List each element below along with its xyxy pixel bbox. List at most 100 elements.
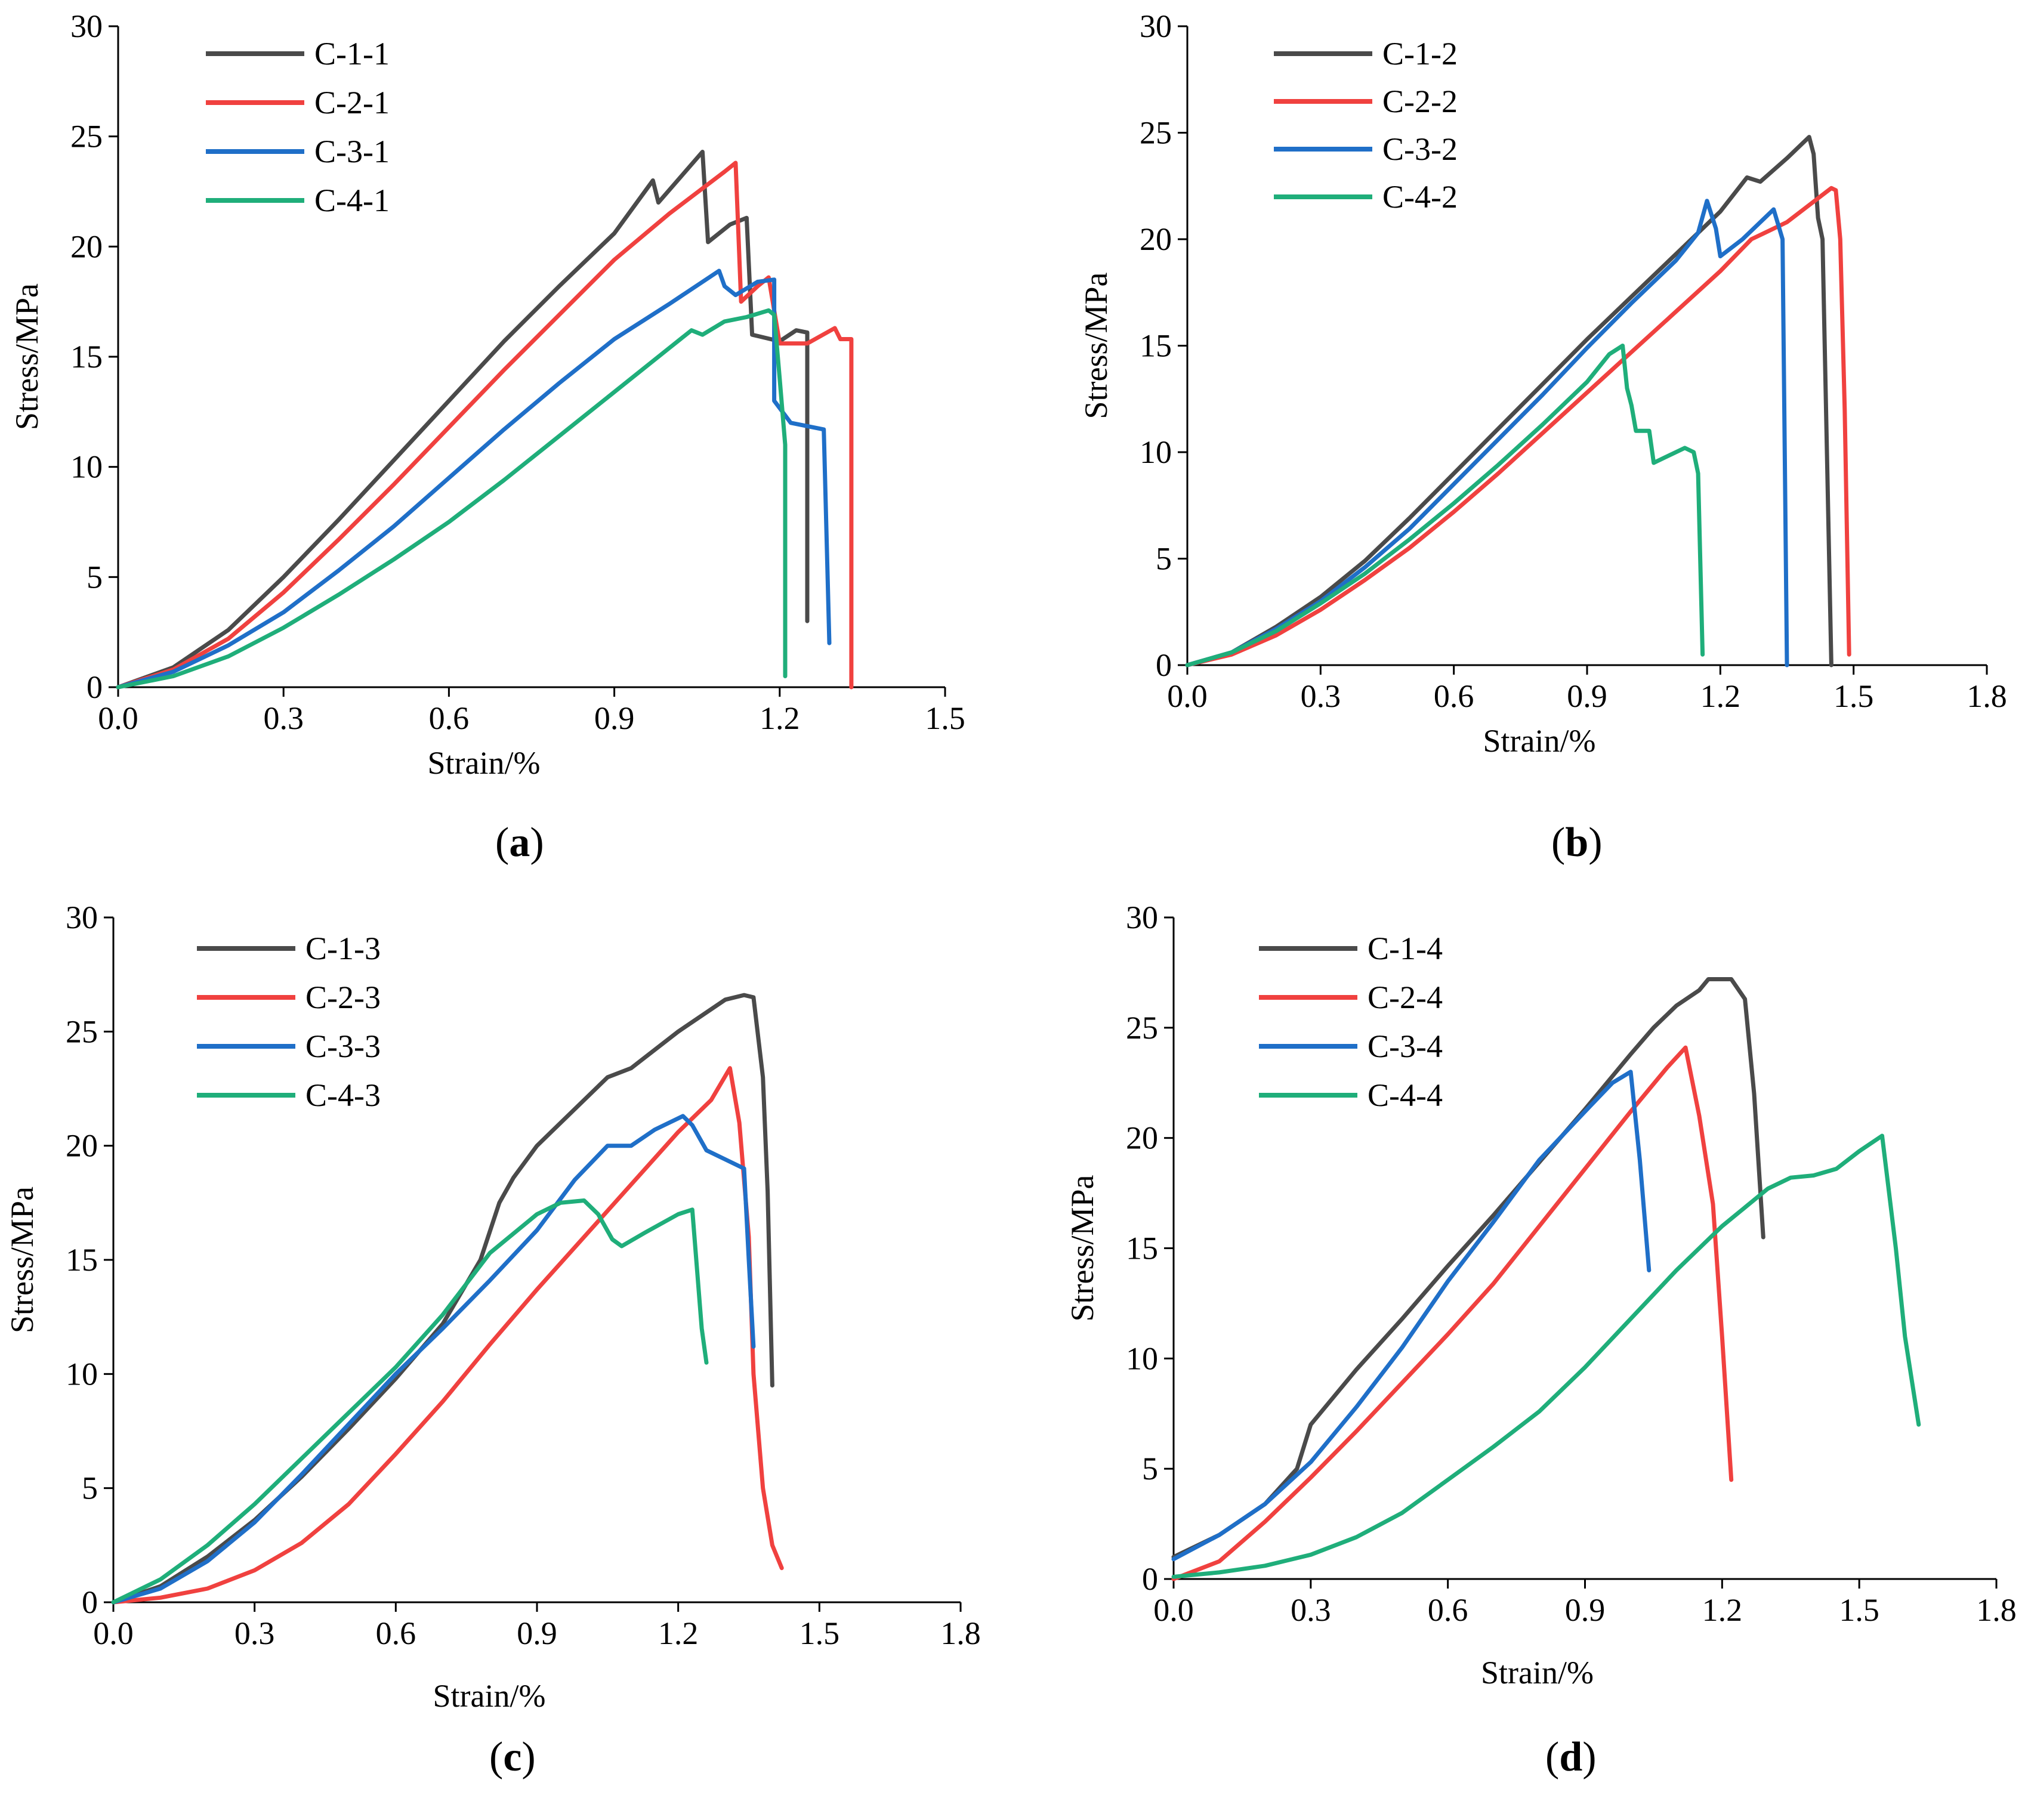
series-line-C-4-4 [1171, 1133, 1921, 1579]
y-tick-label: 25 [1126, 1010, 1158, 1046]
y-tick-label: 20 [1140, 221, 1172, 257]
x-axis-label: Strain/% [433, 1678, 546, 1714]
y-tick-label: 15 [1140, 328, 1172, 364]
x-axis-label: Strain/% [428, 745, 541, 781]
series-line-C-2-1 [116, 160, 854, 690]
chart-panel-c: 0 5 10 15 20 25 30 0.0 0.3 0.6 0.9 1.2 1.5 1.8 Strain/… [4, 900, 981, 1780]
x-tick-label: 0.0 [98, 700, 138, 736]
legend-label-C-3-1: C-3-1 [314, 134, 390, 169]
x-tick-label: 1.2 [1702, 1592, 1743, 1628]
x-tick-label: 0.0 [1167, 678, 1208, 714]
legend-label-C-1-4: C-1-4 [1368, 931, 1443, 966]
y-axis-label: Stress/MPa [1064, 1175, 1100, 1321]
x-tick-label: 0.0 [1153, 1592, 1194, 1628]
x-tick-label: 0.3 [1301, 678, 1341, 714]
y-tick-label: 10 [1126, 1340, 1158, 1376]
x-tick-label: 1.2 [1700, 678, 1741, 714]
x-tick-label: 0.6 [1428, 1592, 1468, 1628]
y-tick-label: 10 [66, 1356, 98, 1392]
series-line-C-3-3 [111, 1114, 756, 1605]
series-line-C-2-4 [1171, 1045, 1734, 1581]
x-tick-label: 0.3 [234, 1615, 275, 1651]
y-axis-label: Stress/MPa [1078, 272, 1114, 419]
x-tick-label: 1.8 [1967, 678, 2007, 714]
y-tick-label: 0 [1156, 647, 1172, 683]
panel-caption: (d) [1545, 1734, 1597, 1780]
x-tick-label: 1.5 [800, 1615, 840, 1651]
series-line-C-3-1 [116, 268, 832, 690]
x-tick-label: 1.2 [658, 1615, 699, 1651]
legend-label-C-2-4: C-2-4 [1368, 979, 1443, 1015]
y-tick-label: 30 [70, 8, 103, 44]
x-tick-label: 0.6 [1434, 678, 1474, 714]
y-tick-label: 0 [87, 669, 103, 705]
y-tick-label: 10 [70, 449, 103, 485]
y-tick-label: 30 [66, 900, 98, 935]
y-tick-label: 15 [66, 1242, 98, 1278]
x-tick-label: 0.9 [517, 1615, 557, 1651]
y-tick-label: 20 [1126, 1120, 1158, 1156]
legend-label-C-1-2: C-1-2 [1382, 36, 1458, 72]
y-tick-label: 0 [82, 1584, 98, 1620]
x-tick-label: 0.9 [594, 700, 635, 736]
series-line-C-4-3 [111, 1198, 709, 1605]
y-tick-label: 25 [70, 119, 103, 155]
y-tick-label: 30 [1126, 900, 1158, 935]
legend-label-C-4-1: C-4-1 [314, 183, 390, 218]
x-tick-label: 0.6 [376, 1615, 416, 1651]
series-line-C-3-4 [1171, 1070, 1652, 1562]
y-tick-label: 5 [82, 1470, 98, 1506]
series-line-C-1-1 [116, 150, 810, 690]
legend-label-C-2-3: C-2-3 [305, 979, 381, 1015]
x-tick-label: 1.8 [1976, 1592, 2017, 1628]
x-axis-label: Strain/% [1481, 1655, 1594, 1691]
y-tick-label: 0 [1142, 1561, 1158, 1597]
chart-panel-b: 0 5 10 15 20 25 30 0.0 0.3 0.6 0.9 1.2 1.5 1.8 Strain/… [1078, 8, 2007, 866]
legend-label-C-4-4: C-4-4 [1368, 1077, 1443, 1113]
chart-panel-a: 0 5 10 15 20 25 30 0.0 0.3 0.6 0.9 1.2 1.5 Strain/% St… [9, 8, 965, 866]
series-line-C-2-2 [1185, 186, 1851, 668]
chart-panel-d: 0 5 10 15 20 25 30 0.0 0.3 0.6 0.9 1.2 1.5 1.8 Strain/… [1064, 900, 2017, 1780]
y-tick-label: 5 [87, 559, 103, 595]
series-line-C-4-1 [116, 308, 788, 690]
x-tick-label: 1.2 [760, 700, 800, 736]
legend-label-C-2-2: C-2-2 [1382, 84, 1458, 119]
x-tick-label: 0.3 [263, 700, 304, 736]
x-tick-label: 1.5 [1833, 678, 1874, 714]
series-line-C-4-2 [1185, 344, 1705, 668]
y-tick-label: 15 [1126, 1231, 1158, 1266]
y-tick-label: 10 [1140, 434, 1172, 470]
series-line-C-2-3 [111, 1066, 784, 1605]
y-tick-label: 25 [66, 1013, 98, 1049]
legend-label-C-4-2: C-4-2 [1382, 179, 1458, 215]
y-tick-label: 25 [1140, 115, 1172, 151]
y-tick-label: 5 [1156, 541, 1172, 577]
x-tick-label: 0.9 [1567, 678, 1607, 714]
panel-caption: (a) [495, 820, 544, 866]
legend-label-C-3-2: C-3-2 [1382, 131, 1458, 167]
legend-label-C-2-1: C-2-1 [314, 85, 390, 120]
x-axis-label: Strain/% [1483, 723, 1596, 759]
legend-label-C-3-4: C-3-4 [1368, 1028, 1443, 1064]
y-tick-label: 5 [1142, 1451, 1158, 1487]
y-tick-label: 20 [66, 1128, 98, 1164]
x-tick-label: 0.3 [1291, 1592, 1331, 1628]
series-line-C-1-4 [1171, 977, 1765, 1559]
x-tick-label: 0.0 [93, 1615, 134, 1651]
legend-label-C-3-3: C-3-3 [305, 1028, 381, 1064]
x-tick-label: 1.5 [925, 700, 965, 736]
y-tick-label: 15 [70, 339, 103, 375]
legend-label-C-1-1: C-1-1 [314, 36, 390, 72]
legend-label-C-1-3: C-1-3 [305, 931, 381, 966]
panel-caption: (b) [1551, 820, 1603, 866]
series-line-C-3-2 [1185, 199, 1789, 668]
panel-caption: (c) [489, 1734, 536, 1780]
y-tick-label: 30 [1140, 8, 1172, 44]
y-tick-label: 20 [70, 228, 103, 264]
y-axis-label: Stress/MPa [9, 283, 45, 430]
x-tick-label: 0.9 [1565, 1592, 1606, 1628]
x-tick-label: 1.8 [940, 1615, 981, 1651]
series-line-C-1-3 [111, 993, 774, 1605]
x-tick-label: 0.6 [429, 700, 470, 736]
